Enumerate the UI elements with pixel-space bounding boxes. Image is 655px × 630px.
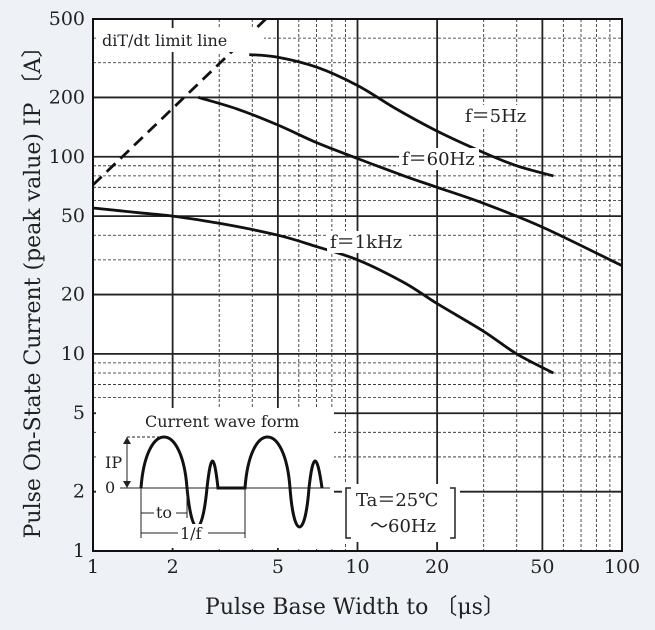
limit-line-label-bg <box>97 28 264 52</box>
ip-arrow-head-down <box>123 481 131 488</box>
x-tick-label: 20 <box>425 556 449 578</box>
to-label: to <box>156 503 172 522</box>
x-tick-label: 100 <box>604 556 640 578</box>
y-tick-label: 100 <box>49 146 85 168</box>
period-label-bg <box>178 524 208 541</box>
x-axis-title: Pulse Base Width to 〔μs〕 <box>205 595 505 620</box>
conditions-bracket-right <box>450 487 456 539</box>
x-tick-label: 1 <box>87 556 99 578</box>
waveform-title: Current wave form <box>145 412 299 431</box>
x-tick-label: 50 <box>530 556 554 578</box>
x-tick-label: 5 <box>272 556 284 578</box>
waveform-inset-bg <box>96 408 334 548</box>
conditions-bg <box>342 484 460 542</box>
series-5hz-label: f＝5Hz <box>465 106 526 127</box>
y-axis-title: Pulse On-State Current (peak value) IP 〔… <box>21 36 46 539</box>
conditions-box: Ta＝25℃ ～60Hz <box>342 484 460 542</box>
series-60hz-label: f＝60Hz <box>402 149 475 170</box>
y-tick-label: 10 <box>61 343 85 365</box>
x-tick-label: 2 <box>167 556 179 578</box>
label-layer: 1 2 5 10 20 50 100 1 2 5 10 20 50 100 200 500 f＝5Hz f＝60H… <box>49 8 640 578</box>
limit-line-label: diT/dt limit line <box>102 31 227 50</box>
series-label-bg <box>327 231 409 253</box>
conditions-bracket-left <box>345 487 351 539</box>
series-5hz <box>249 53 554 178</box>
ip-arrow-head-up <box>123 437 131 444</box>
y-tick-label: 2 <box>73 481 85 503</box>
y-tick-label: 50 <box>61 205 85 227</box>
x-tick-label: 10 <box>345 556 369 578</box>
waveform-inset: Current wave form IP 0 to 1/f <box>96 408 334 548</box>
y-tick-label: 1 <box>73 540 85 562</box>
series-60hz <box>197 96 623 267</box>
series-label-bg <box>399 148 479 170</box>
to-label-bg <box>154 504 176 520</box>
y-tick-label: 5 <box>73 402 85 424</box>
period-label: 1/f <box>180 524 203 543</box>
series-label-bg <box>462 105 534 127</box>
condition-freq: ～60Hz <box>370 516 436 537</box>
y-tick-label: 200 <box>49 86 85 108</box>
waveform-curve <box>139 435 324 529</box>
y-tick-label: 500 <box>49 8 85 30</box>
plot-frame <box>92 18 623 552</box>
series-1khz-label: f＝1kHz <box>330 232 402 253</box>
y-tick-label: 20 <box>61 284 85 306</box>
ip-label: IP <box>105 453 122 472</box>
zero-label: 0 <box>105 478 115 497</box>
condition-ta: Ta＝25℃ <box>356 490 438 511</box>
